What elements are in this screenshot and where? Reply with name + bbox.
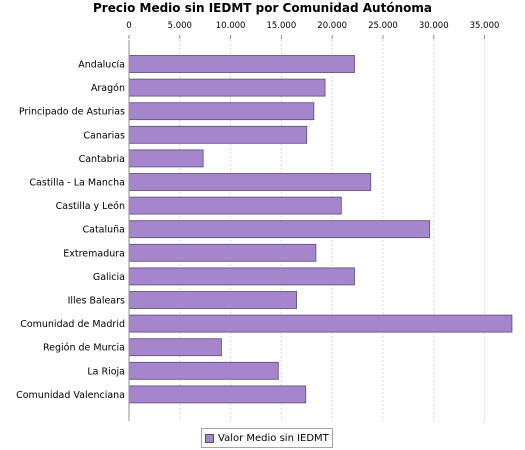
chart-title: Precio Medio sin IEDMT por Comunidad Aut… xyxy=(93,1,432,15)
x-axis-ticks: 0 5.000 10.000 15.000 20.000 25.000 30.000 35.0… xyxy=(126,21,499,39)
x-tick-label: 5.000 xyxy=(168,21,192,31)
legend-swatch xyxy=(205,433,214,443)
x-tick-label: 20.000 xyxy=(317,21,347,31)
bar xyxy=(128,196,342,215)
bar xyxy=(128,291,298,309)
category-labels: Andalucía Aragón Principado de Asturias Can… xyxy=(16,60,125,401)
category-label: Cataluña xyxy=(82,225,125,236)
category-label: Cantabria xyxy=(79,154,125,165)
category-label: Illes Balears xyxy=(68,296,125,307)
bar xyxy=(128,102,315,121)
x-tick-label: 0 xyxy=(126,21,131,31)
bar xyxy=(128,314,513,333)
bar xyxy=(128,338,222,357)
category-label: Canarias xyxy=(83,130,125,141)
bar xyxy=(128,55,355,73)
bar xyxy=(128,220,431,239)
bar xyxy=(128,149,204,168)
x-tick-label: 30.000 xyxy=(419,21,449,31)
bar xyxy=(128,361,279,380)
bar xyxy=(128,267,355,286)
category-label: Castilla y León xyxy=(56,201,125,212)
bar xyxy=(128,385,307,404)
grid-lines xyxy=(179,40,486,421)
category-label: Aragón xyxy=(91,83,125,94)
category-label: Castilla - La Mancha xyxy=(29,178,125,189)
x-tick-label: 10.000 xyxy=(216,21,246,31)
category-label: Comunidad de Madrid xyxy=(20,319,125,330)
category-label: La Rioja xyxy=(87,366,125,377)
x-tick-label: 15.000 xyxy=(266,21,296,31)
category-label: Andalucía xyxy=(78,60,125,71)
bar xyxy=(128,173,372,191)
category-label: Comunidad Valenciana xyxy=(16,390,125,401)
category-label: Extremadura xyxy=(63,248,125,259)
bar xyxy=(128,125,308,144)
category-label: Principado de Asturias xyxy=(19,107,125,118)
legend-label: Valor Medio sin IEDMT xyxy=(218,432,329,444)
bar xyxy=(128,243,317,262)
x-tick-label: 25.000 xyxy=(368,21,398,31)
bar xyxy=(128,78,326,97)
legend: Valor Medio sin IEDMT xyxy=(201,428,333,448)
x-tick-label: 35.000 xyxy=(470,21,500,31)
bars xyxy=(128,55,513,404)
category-label: Región de Murcia xyxy=(43,343,125,354)
category-label: Galicia xyxy=(93,272,125,283)
